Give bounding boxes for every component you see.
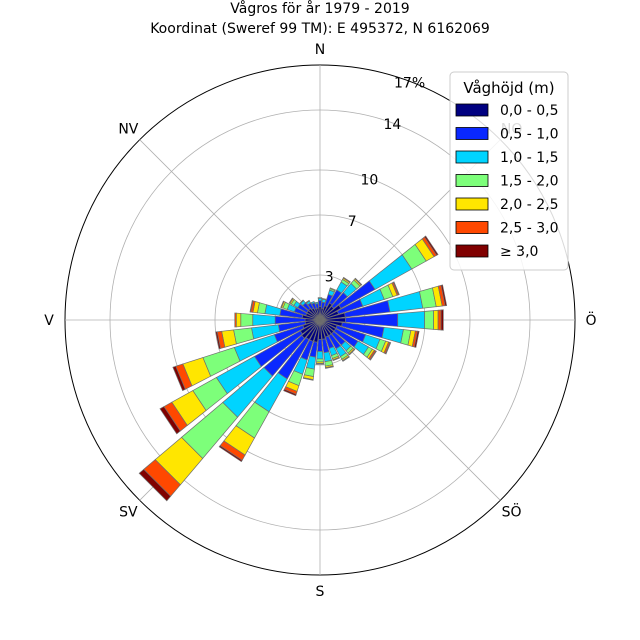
direction-label: SV — [119, 505, 138, 521]
legend-frame — [449, 71, 569, 271]
rose-segment — [369, 350, 377, 361]
rose-segment — [233, 327, 255, 345]
rose-segment — [159, 406, 181, 435]
rose-segment — [437, 309, 442, 331]
rose-segment — [342, 276, 351, 283]
ring-label: 10 — [360, 172, 378, 188]
ring-labels: 3 7 10 14 17% — [325, 75, 425, 285]
rose-segment — [264, 304, 282, 316]
legend-swatch — [455, 221, 489, 234]
legend-label: 1,0 - 1,5 — [500, 150, 558, 166]
direction-label: V — [44, 313, 54, 329]
rose-segment — [288, 297, 294, 304]
ring-label: 3 — [325, 269, 334, 285]
direction-label: S — [316, 584, 325, 600]
legend: Våghöjd (m) 0,0 - 0,5 0,5 - 1,0 1,0 - 1,5 1… — [449, 71, 569, 271]
direction-label: NV — [118, 121, 138, 137]
legend-label: 1,5 - 2,0 — [500, 174, 558, 190]
direction-label: SÖ — [502, 503, 522, 521]
rose-segment — [314, 301, 319, 305]
legend-label: 2,0 - 2,5 — [500, 197, 558, 213]
rose-segment — [316, 351, 324, 360]
legend-swatch — [455, 127, 489, 140]
legend-title: Våghöjd (m) — [463, 79, 554, 97]
rose-segment — [310, 300, 315, 305]
rose-segment — [283, 388, 297, 397]
rose-segment — [315, 363, 325, 365]
rose-segment — [299, 299, 304, 304]
rose-segment — [342, 355, 350, 362]
rose-segment — [424, 235, 439, 256]
rose-bars — [138, 235, 448, 502]
rose-segment — [218, 445, 243, 463]
rose-segment — [240, 313, 254, 327]
rose-segment — [414, 330, 420, 348]
ring-label: 14 — [383, 117, 401, 133]
ring-label: 17% — [394, 75, 425, 91]
rose-segment — [249, 300, 254, 313]
legend-swatch — [455, 244, 489, 258]
rose-segment — [172, 365, 186, 392]
rose-segment — [348, 348, 356, 356]
rose-segment — [392, 281, 400, 296]
rose-segment — [317, 339, 323, 352]
rose-segment — [440, 284, 448, 307]
rose-segment — [215, 331, 221, 350]
legend-swatch — [455, 103, 489, 117]
rose-segment — [325, 365, 334, 369]
legend-swatch — [455, 174, 489, 187]
legend-label: 0,0 - 0,5 — [500, 103, 558, 119]
rose-segment — [138, 468, 172, 502]
legend-label: 2,5 - 3,0 — [500, 221, 558, 237]
grid-spoke — [139, 139, 321, 321]
legend-entries: 0,0 - 0,5 0,5 - 1,0 1,0 - 1,5 1,5 - 2,0 2,0 … — [455, 103, 558, 260]
rose-segment — [318, 300, 322, 307]
rose-segment — [252, 314, 276, 326]
rose-segment — [332, 356, 341, 362]
rose-segment — [322, 297, 327, 301]
rose-segment — [234, 312, 237, 328]
rose-segment — [317, 297, 323, 299]
ring-label: 7 — [348, 214, 357, 230]
legend-swatch — [455, 197, 489, 211]
rose-segment — [316, 358, 324, 363]
rose-segment — [354, 277, 363, 286]
rose-segment — [440, 309, 444, 331]
legend-label: ≥ 3,0 — [500, 244, 538, 260]
legend-label: 0,5 - 1,0 — [500, 127, 558, 143]
rose-segment — [280, 300, 285, 309]
rose-segment — [424, 310, 434, 330]
rose-segment — [235, 312, 242, 328]
direction-label: N — [315, 42, 325, 58]
rose-segment — [433, 309, 439, 331]
legend-swatch — [455, 150, 489, 164]
chart-title-line2: Koordinat (Sweref 99 TM): E 495372, N 61… — [150, 21, 490, 37]
direction-label: Ö — [585, 311, 596, 329]
chart-title-line1: Vågros för år 1979 - 2019 — [230, 0, 409, 17]
rose-segment — [329, 287, 336, 292]
rose-segment — [384, 342, 392, 355]
rose-segment — [302, 377, 314, 381]
rose-segment — [397, 310, 425, 330]
rose-segment — [305, 299, 310, 304]
